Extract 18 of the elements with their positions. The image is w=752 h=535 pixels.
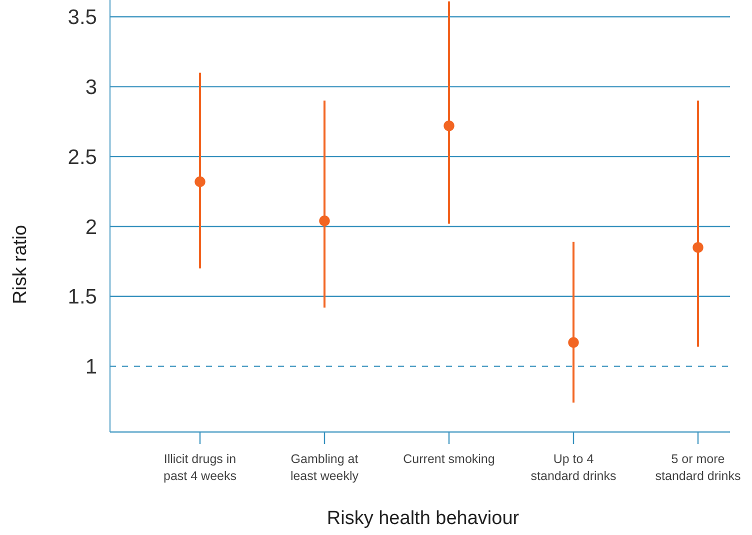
x-tick-label: 5 or more standard drinks xyxy=(655,452,741,483)
point xyxy=(692,242,704,253)
y-tick-label: 3.5 xyxy=(68,6,97,30)
y-axis-title: Risk ratio xyxy=(10,224,31,304)
point xyxy=(568,337,579,348)
x-tick-label: Up to 4 standard drinks xyxy=(530,452,616,483)
point xyxy=(319,216,330,226)
y-tick-label: 1 xyxy=(85,356,97,379)
x-tick-label: Illicit drugs in past 4 weeks xyxy=(164,452,236,483)
y-tick-label: 1.5 xyxy=(68,286,97,309)
x-tick-label: Gambling at least weekly xyxy=(290,452,360,483)
x-tick-label: Current smoking xyxy=(403,452,495,466)
point xyxy=(444,120,454,132)
x-axis-title: Risky health behaviour xyxy=(326,508,520,529)
y-tick-label: 2 xyxy=(85,216,97,239)
point xyxy=(194,176,206,188)
y-tick-label: 3 xyxy=(85,76,97,100)
y-tick-label: 2.5 xyxy=(68,146,97,169)
